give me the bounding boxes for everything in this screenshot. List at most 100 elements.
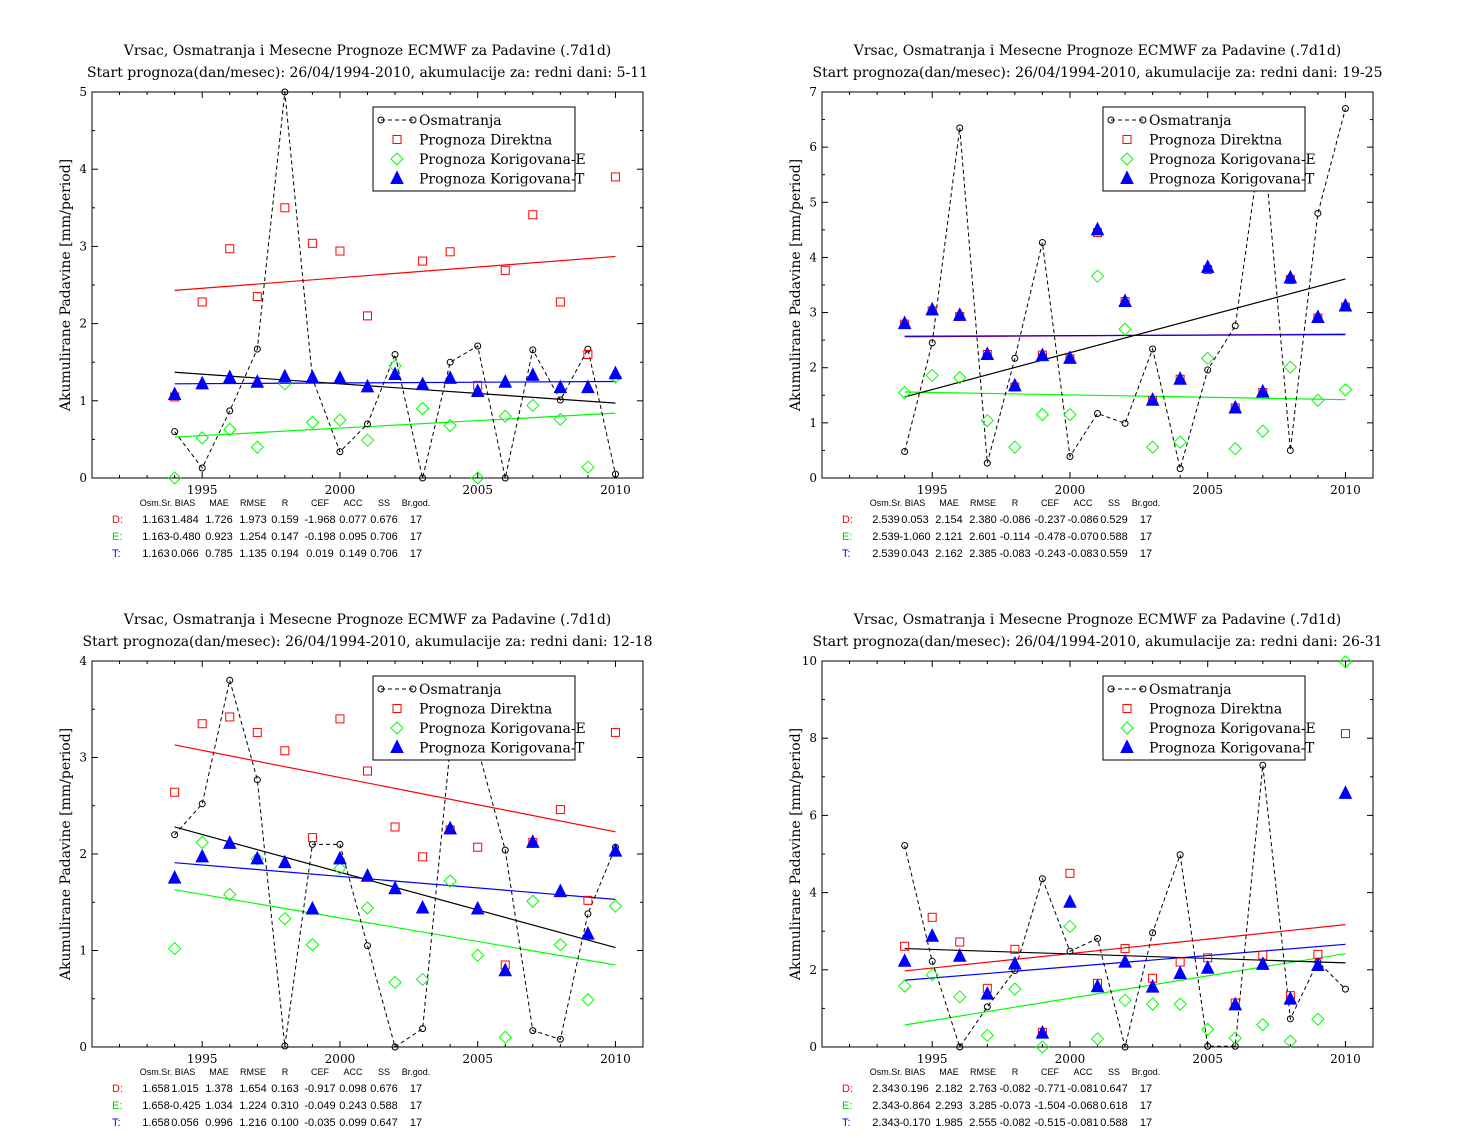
legend-marker	[1120, 739, 1134, 753]
stats-value: 17	[1140, 514, 1152, 526]
data-point	[419, 1025, 427, 1033]
stats-value: 2.154	[935, 514, 963, 526]
data-point	[901, 448, 909, 456]
stats-value: 1.658	[142, 1083, 170, 1095]
stats-header: Osm.Sr.	[140, 498, 173, 508]
data-point	[225, 712, 235, 722]
data-point	[250, 374, 265, 388]
data-point	[418, 852, 428, 862]
stats-value: -0.198	[304, 531, 335, 543]
data-point	[171, 428, 179, 436]
data-point	[501, 846, 509, 854]
legend: Osmatranja Prognoza Direktna Prognoza Kori…	[372, 106, 586, 192]
y-tick-label: 4	[79, 162, 87, 176]
y-tick-label: 8	[809, 731, 817, 745]
data-point	[529, 1027, 537, 1035]
stats-header: R	[1012, 1067, 1019, 1077]
legend-label: Osmatranja	[419, 113, 502, 129]
stats-value: -0.082	[999, 1117, 1030, 1129]
chart-panel-3: Vrsac, Osmatranja i Mesecne Prognoze ECM…	[58, 612, 652, 1129]
legend-box	[372, 675, 576, 761]
data-point	[1314, 209, 1322, 217]
data-point	[501, 474, 509, 482]
stats-value: 17	[1140, 531, 1152, 543]
y-tick-label: 2	[79, 317, 87, 331]
trend-line	[904, 952, 1346, 1026]
legend-label: Prognoza Direktna	[1149, 133, 1282, 149]
stats-value: 0.196	[901, 1083, 929, 1095]
trend-line	[174, 744, 616, 833]
stats-table: Osm.Sr. BIAS MAE RMSE R CEF ACC SS Br.god. D: 1.65…	[112, 1067, 430, 1129]
data-point	[1176, 851, 1184, 859]
stats-value: 0.706	[370, 548, 398, 560]
data-point	[250, 852, 265, 866]
data-point	[167, 870, 182, 884]
stats-header: CEF	[311, 498, 330, 508]
stats-header: Br.god.	[1132, 1067, 1161, 1077]
stats-value: -0.237	[1034, 514, 1065, 526]
data-point	[415, 376, 430, 391]
data-point	[500, 265, 510, 275]
data-point	[1145, 440, 1160, 454]
data-point	[556, 396, 564, 404]
data-point	[1008, 377, 1022, 392]
stats-header: RMSE	[970, 1067, 996, 1077]
stats-value: 17	[410, 1117, 422, 1129]
data-point	[1063, 407, 1077, 422]
series-line-osmatranja	[904, 108, 1346, 469]
data-point	[418, 256, 428, 266]
data-point	[900, 941, 910, 951]
stats-value: 2.555	[969, 1117, 997, 1129]
stats-header: ACC	[343, 498, 363, 508]
series-4	[167, 365, 623, 401]
legend: Osmatranja Prognoza Direktna Prognoza Kori…	[1102, 675, 1316, 761]
data-point	[307, 833, 317, 843]
trend-line	[904, 924, 1346, 972]
data-point	[1063, 350, 1077, 364]
legend-marker	[390, 170, 404, 184]
data-point	[956, 124, 964, 132]
data-point	[473, 842, 483, 852]
data-point	[553, 412, 568, 427]
stats-row-label: E:	[112, 531, 122, 543]
stats-value: 1.484	[171, 514, 199, 526]
stats-value: 2.343	[872, 1117, 900, 1129]
data-point	[419, 474, 427, 482]
data-point	[897, 953, 912, 967]
stats-value: -0.425	[169, 1100, 200, 1112]
trend-line	[174, 371, 616, 404]
series-line-osmatranja	[174, 91, 616, 479]
data-point	[901, 842, 909, 850]
stats-value: 2.343	[872, 1100, 900, 1112]
legend-marker	[1120, 170, 1134, 184]
data-point	[583, 895, 593, 905]
data-point	[581, 925, 595, 940]
data-point	[195, 848, 210, 863]
stats-value: 0.098	[339, 1083, 367, 1095]
series-3	[897, 655, 1353, 1054]
data-point	[553, 938, 568, 952]
data-point	[443, 418, 457, 433]
data-point	[953, 370, 967, 385]
series-1	[901, 761, 1349, 1051]
x-tick-label: 1995	[187, 483, 218, 497]
data-point	[223, 887, 237, 902]
data-point	[1231, 1042, 1239, 1050]
data-point	[336, 448, 344, 456]
data-point	[1311, 957, 1325, 972]
stats-header: ACC	[343, 1067, 363, 1077]
data-point	[305, 938, 320, 952]
stats-row-label: D:	[842, 514, 853, 526]
stats-value: 1.163	[142, 548, 170, 560]
stats-header: R	[1012, 498, 1019, 508]
data-point	[171, 831, 179, 839]
series-4	[897, 221, 1353, 414]
data-point	[253, 345, 261, 353]
chart-title: Vrsac, Osmatranja i Mesecne Prognoze ECM…	[123, 43, 612, 59]
stats-value: 0.706	[370, 531, 398, 543]
data-point	[925, 301, 940, 316]
data-point	[391, 1043, 399, 1051]
data-point	[928, 339, 936, 347]
data-point	[388, 880, 402, 895]
data-point	[529, 346, 537, 354]
